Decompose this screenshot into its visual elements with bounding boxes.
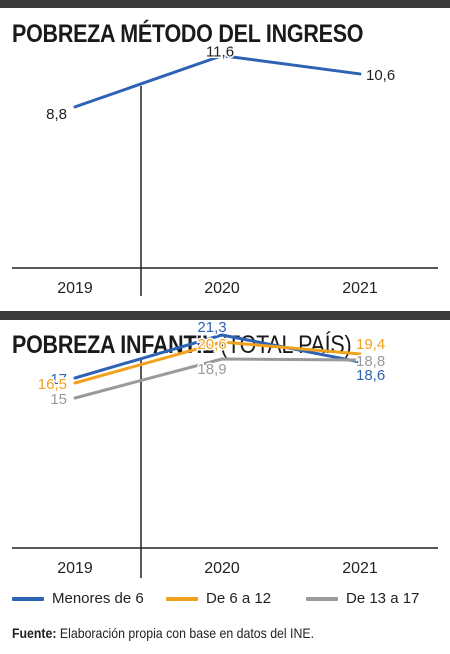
data-label: 16,5 bbox=[38, 376, 67, 393]
x-tick-label: 2021 bbox=[342, 560, 378, 577]
x-tick-label: 2021 bbox=[342, 280, 378, 297]
series-line bbox=[73, 54, 362, 109]
source-note: Fuente: Elaboración propia con base en d… bbox=[12, 625, 314, 641]
data-label: 17 bbox=[50, 371, 67, 388]
legend-item-de-13-a-17: De 13 a 17 bbox=[306, 590, 419, 607]
data-label: 18,9 bbox=[197, 361, 226, 378]
data-label: 15 bbox=[50, 391, 67, 408]
source-label: Fuente: bbox=[12, 625, 57, 641]
x-tick-label: 2019 bbox=[57, 560, 93, 577]
top-rule bbox=[0, 0, 450, 8]
data-label: 19,4 bbox=[356, 336, 385, 353]
legend-label: Menores de 6 bbox=[52, 590, 144, 607]
legend-item-de-6-a-12: De 6 a 12 bbox=[166, 590, 271, 607]
data-label: 11,6 bbox=[206, 44, 234, 61]
x-tick-label: 2020 bbox=[204, 560, 240, 577]
x-tick-label: 2020 bbox=[204, 280, 240, 297]
legend-swatch-orange bbox=[166, 596, 198, 601]
data-label: 18,8 bbox=[356, 353, 385, 370]
x-tick-label: 2019 bbox=[57, 280, 93, 297]
legend-label: De 6 a 12 bbox=[206, 590, 272, 607]
legend-item-menores-de-6: Menores de 6 bbox=[12, 590, 144, 607]
section-rule bbox=[0, 311, 450, 320]
legend-swatch-blue bbox=[12, 596, 44, 601]
data-label: 10,6 bbox=[366, 67, 395, 84]
chart-2-subtitle: (TOTAL PAÍS) bbox=[220, 331, 352, 359]
chart-1-title: POBREZA MÉTODO DEL INGRESO bbox=[12, 20, 364, 48]
legend-label: De 13 a 17 bbox=[346, 590, 420, 607]
series-line bbox=[73, 357, 362, 400]
data-label: 8,8 bbox=[46, 106, 67, 123]
chart-2-title: POBREZA INFANTIL (TOTAL PAÍS) bbox=[12, 331, 352, 359]
data-label: 18,6 bbox=[356, 367, 385, 384]
source-text: Elaboración propia con base en datos del… bbox=[56, 625, 315, 641]
chart-1: 2019 2020 2021 8,8 11,6 10,6 bbox=[12, 42, 438, 297]
legend: Menores de 6 De 6 a 12 De 13 a 17 bbox=[0, 590, 450, 614]
legend-swatch-gray bbox=[306, 596, 338, 601]
